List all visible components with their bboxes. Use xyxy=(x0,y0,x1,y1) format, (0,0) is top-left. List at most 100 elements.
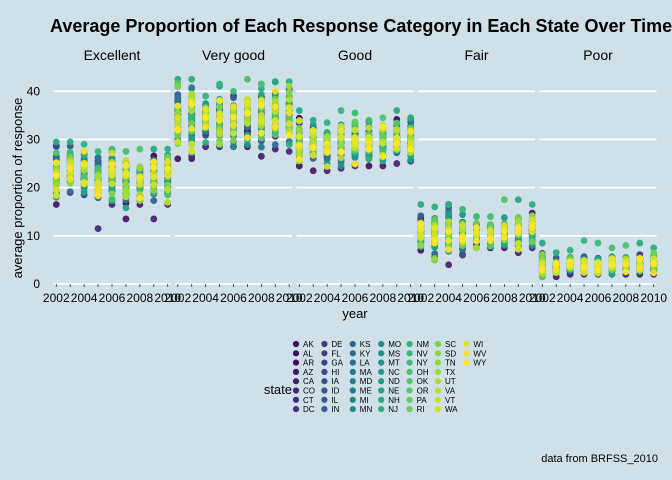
data-point xyxy=(323,119,331,126)
data-point xyxy=(52,192,60,200)
legend-item: SD xyxy=(434,349,456,358)
data-point xyxy=(365,116,373,124)
data-point xyxy=(393,160,401,167)
data-point xyxy=(122,148,130,155)
legend-label: SD xyxy=(445,349,456,358)
data-point xyxy=(230,87,237,95)
data-point xyxy=(445,210,453,218)
legend-item: WY xyxy=(463,359,487,368)
legend-label: WY xyxy=(473,359,487,368)
legend-item: OH xyxy=(406,368,429,377)
data-point xyxy=(487,213,494,220)
facet-panel: Poor 2002 2004 2006 2008 2010 xyxy=(529,47,667,305)
data-point xyxy=(174,83,182,90)
data-point xyxy=(351,126,359,134)
data-point xyxy=(417,212,425,220)
legend-swatch xyxy=(292,406,300,413)
legend-swatch xyxy=(406,406,413,413)
data-point xyxy=(445,218,453,226)
data-point xyxy=(122,169,130,177)
data-point xyxy=(257,97,265,104)
data-point xyxy=(271,78,279,86)
legend-label: IL xyxy=(331,396,338,405)
legend-item: MI xyxy=(349,396,369,405)
data-point xyxy=(594,259,602,267)
data-point xyxy=(136,145,144,153)
data-point xyxy=(136,194,144,202)
legend-item: ND xyxy=(378,377,400,386)
legend-item: NE xyxy=(378,387,399,396)
data-point xyxy=(202,123,210,131)
data-point xyxy=(323,140,331,148)
data-point xyxy=(66,148,74,156)
data-point xyxy=(216,97,223,104)
y-axis-label: average proportion of response xyxy=(10,98,25,279)
data-point xyxy=(52,201,60,208)
data-point xyxy=(230,113,237,121)
legend-swatch xyxy=(378,378,385,385)
legend-item: KS xyxy=(349,340,370,349)
legend-label: RI xyxy=(417,405,425,414)
legend-item: NC xyxy=(378,368,400,377)
legend-swatch xyxy=(321,359,328,366)
legend-label: KY xyxy=(360,349,371,358)
x-tick-label: 2004 xyxy=(557,291,584,305)
legend-label: DC xyxy=(303,405,315,414)
data-point xyxy=(608,244,616,252)
data-point xyxy=(188,114,196,121)
data-point xyxy=(122,161,130,169)
legend-item: MS xyxy=(378,349,400,358)
data-point xyxy=(514,240,522,247)
legend-item: WV xyxy=(463,349,487,358)
legend-item: DC xyxy=(292,405,315,414)
data-point xyxy=(188,120,196,127)
legend-swatch xyxy=(349,387,356,394)
data-point xyxy=(108,166,116,174)
data-point xyxy=(108,180,116,188)
data-point xyxy=(566,258,574,266)
data-point xyxy=(244,99,251,107)
data-point xyxy=(80,172,88,180)
legend-swatch xyxy=(349,350,356,357)
facet-panel: Very good 2002 2004 2006 2008 2010 xyxy=(164,47,302,305)
data-point xyxy=(538,251,546,258)
data-point xyxy=(164,186,172,194)
data-point xyxy=(216,130,223,138)
data-point xyxy=(514,229,522,237)
data-point xyxy=(80,148,88,155)
data-point xyxy=(202,105,210,113)
data-point xyxy=(528,223,536,231)
data-point xyxy=(285,104,293,112)
data-point xyxy=(622,261,630,269)
legend-label: GA xyxy=(331,359,343,368)
facet-strip-label: Good xyxy=(338,47,372,63)
data-point xyxy=(257,152,265,160)
data-point xyxy=(337,148,345,156)
legend-swatch xyxy=(434,387,442,394)
facet-strip-label: Poor xyxy=(583,47,613,63)
data-point xyxy=(500,196,508,204)
data-point xyxy=(94,148,102,155)
data-point xyxy=(473,213,480,220)
data-point xyxy=(337,133,345,141)
data-point xyxy=(94,154,102,162)
data-point xyxy=(365,124,373,132)
legend-label: UT xyxy=(445,377,456,386)
legend-swatch xyxy=(378,406,385,413)
legend-label: NE xyxy=(388,387,399,396)
data-point xyxy=(323,133,331,141)
legend-label: VT xyxy=(445,396,455,405)
data-point xyxy=(122,204,130,212)
data-point xyxy=(445,261,453,269)
x-tick-label: 2002 xyxy=(407,291,434,305)
legend-item: ME xyxy=(349,387,372,396)
data-point xyxy=(244,110,251,117)
legend-label: MA xyxy=(360,368,373,377)
data-point xyxy=(487,242,494,250)
data-point xyxy=(514,225,522,232)
data-point xyxy=(379,153,387,161)
data-point xyxy=(528,233,536,241)
data-point xyxy=(202,92,210,100)
x-tick-label: 2004 xyxy=(192,291,219,305)
